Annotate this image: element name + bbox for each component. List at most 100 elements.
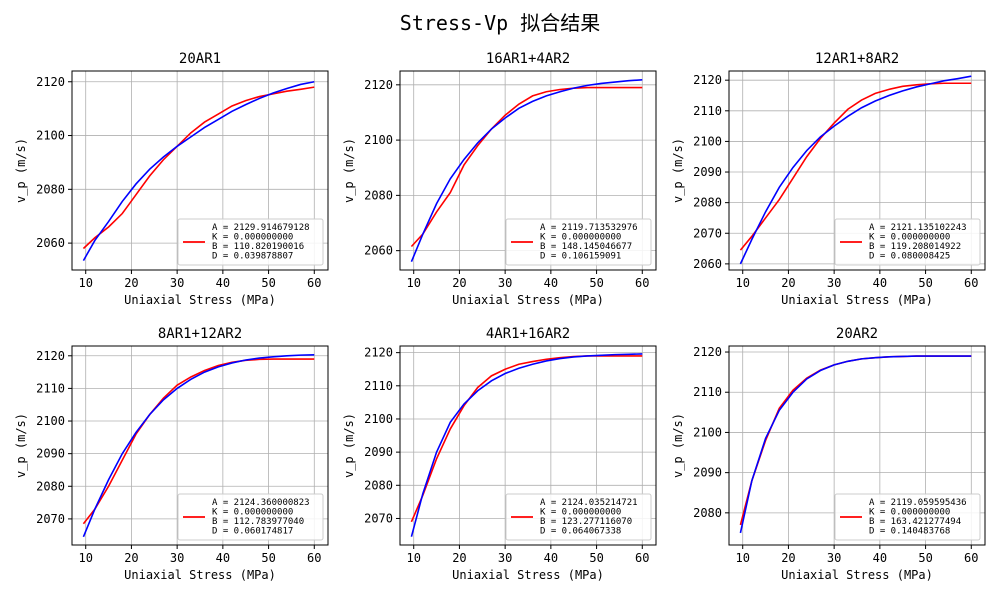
legend-label: K = 0.000000000 bbox=[212, 508, 293, 518]
fit-series-line bbox=[739, 75, 972, 265]
x-tick-label: 20 bbox=[452, 551, 466, 565]
x-tick-label: 40 bbox=[544, 551, 558, 565]
subplot-title: 8AR1+12AR2 bbox=[158, 326, 242, 342]
x-tick-label: 60 bbox=[307, 276, 321, 290]
x-tick-label: 50 bbox=[918, 276, 932, 290]
y-tick-label: 2080 bbox=[36, 479, 65, 493]
x-tick-label: 10 bbox=[78, 551, 92, 565]
y-tick-label: 2120 bbox=[36, 75, 65, 89]
y-tick-label: 2100 bbox=[693, 425, 722, 439]
legend-label: D = 0.106159091 bbox=[540, 252, 621, 262]
subplot: 10 20 30 40 50 60 2070 2080 2090 2100 2110 2120 4AR1… bbox=[342, 326, 657, 582]
y-axis-label: v_p (m/s) bbox=[342, 413, 356, 478]
x-tick-label: 20 bbox=[124, 551, 138, 565]
y-tick-label: 2120 bbox=[36, 349, 65, 363]
fit-series-line bbox=[739, 355, 972, 534]
x-tick-label: 40 bbox=[873, 551, 887, 565]
x-tick-label: 60 bbox=[635, 276, 649, 290]
y-tick-label: 2090 bbox=[364, 445, 393, 459]
legend-box bbox=[505, 493, 652, 541]
axes-frame bbox=[71, 70, 329, 271]
subplot-title: 20AR2 bbox=[836, 326, 878, 342]
x-tick-label: 50 bbox=[261, 276, 275, 290]
y-axis-label: v_p (m/s) bbox=[671, 413, 685, 478]
subplot-title: 20AR1 bbox=[179, 51, 221, 67]
legend-box bbox=[177, 493, 324, 541]
y-tick-label: 2120 bbox=[364, 78, 393, 92]
x-tick-label: 10 bbox=[406, 276, 420, 290]
legend-box bbox=[834, 218, 981, 266]
y-tick-label: 2080 bbox=[693, 506, 722, 520]
legend-box bbox=[505, 218, 652, 266]
legend-label: D = 0.039878807 bbox=[212, 252, 293, 262]
legend-label: A = 2119.713532976 bbox=[540, 223, 638, 233]
figure-title: Stress-Vp 拟合结果 bbox=[400, 11, 600, 35]
x-tick-label: 50 bbox=[589, 551, 603, 565]
x-tick-label: 10 bbox=[735, 551, 749, 565]
legend-label: B = 119.208014922 bbox=[869, 242, 961, 252]
y-tick-label: 2060 bbox=[364, 244, 393, 258]
y-tick-label: 2080 bbox=[364, 188, 393, 202]
subplot: 10 20 30 40 50 60 2070 2080 2090 2100 2110 2120 8AR1… bbox=[14, 326, 329, 582]
axes-frame bbox=[728, 345, 986, 546]
y-tick-label: 2110 bbox=[36, 381, 65, 395]
legend-label: B = 163.421277494 bbox=[869, 517, 961, 527]
y-tick-label: 2070 bbox=[36, 512, 65, 526]
x-tick-label: 60 bbox=[307, 551, 321, 565]
y-tick-label: 2120 bbox=[364, 346, 393, 360]
fit-series-line bbox=[410, 353, 643, 537]
legend-label: B = 110.820190016 bbox=[212, 242, 304, 252]
y-tick-label: 2060 bbox=[36, 236, 65, 250]
y-tick-label: 2100 bbox=[36, 414, 65, 428]
legend-label: A = 2121.135102243 bbox=[869, 223, 967, 233]
y-axis-label: v_p (m/s) bbox=[14, 138, 28, 203]
y-tick-label: 2110 bbox=[693, 104, 722, 118]
x-tick-label: 20 bbox=[781, 551, 795, 565]
y-tick-label: 2070 bbox=[693, 226, 722, 240]
subplot: 10 20 30 40 50 60 2060 2070 2080 2090 2100 2110 2120… bbox=[671, 51, 986, 307]
y-tick-label: 2120 bbox=[693, 73, 722, 87]
fit-series-line bbox=[82, 80, 315, 261]
legend-label: K = 0.000000000 bbox=[540, 508, 621, 518]
subplot: 10 20 30 40 50 60 2060 2080 2100 2120 20AR1 Uniaxia… bbox=[14, 51, 329, 307]
subplot-title: 4AR1+16AR2 bbox=[486, 326, 570, 342]
x-tick-label: 30 bbox=[170, 276, 184, 290]
legend-label: B = 148.145046677 bbox=[540, 242, 632, 252]
y-tick-label: 2100 bbox=[364, 412, 393, 426]
measured-series-line bbox=[410, 86, 643, 248]
subplot: 10 20 30 40 50 60 2080 2090 2100 2110 2120 20AR2 Uni… bbox=[671, 326, 986, 582]
x-tick-label: 40 bbox=[216, 276, 230, 290]
y-tick-label: 2120 bbox=[693, 345, 722, 359]
y-tick-label: 2080 bbox=[36, 182, 65, 196]
y-tick-label: 2100 bbox=[36, 129, 65, 143]
y-tick-label: 2100 bbox=[364, 133, 393, 147]
x-tick-label: 10 bbox=[735, 276, 749, 290]
legend-label: D = 0.080008425 bbox=[869, 252, 950, 262]
y-tick-label: 2080 bbox=[364, 478, 393, 492]
x-tick-label: 30 bbox=[498, 276, 512, 290]
legend-label: B = 123.277116070 bbox=[540, 517, 632, 527]
y-tick-label: 2070 bbox=[364, 511, 393, 525]
fit-series-line bbox=[82, 354, 315, 538]
legend-label: K = 0.000000000 bbox=[869, 233, 950, 243]
y-axis-label: v_p (m/s) bbox=[342, 138, 356, 203]
legend-label: D = 0.064067338 bbox=[540, 527, 621, 537]
x-axis-label: Uniaxial Stress (MPa) bbox=[781, 568, 933, 582]
legend-label: D = 0.140483768 bbox=[869, 527, 950, 537]
y-tick-label: 2090 bbox=[693, 466, 722, 480]
legend-label: A = 2124.035214721 bbox=[540, 498, 638, 508]
y-axis-label: v_p (m/s) bbox=[671, 138, 685, 203]
measured-series-line bbox=[82, 86, 315, 250]
legend-label: A = 2124.360000823 bbox=[212, 498, 310, 508]
x-tick-label: 20 bbox=[124, 276, 138, 290]
y-tick-label: 2110 bbox=[693, 385, 722, 399]
subplot: 10 20 30 40 50 60 2060 2080 2100 2120 16AR1+4AR2 Un… bbox=[342, 51, 657, 307]
legend-label: D = 0.060174817 bbox=[212, 527, 293, 537]
y-tick-label: 2090 bbox=[36, 447, 65, 461]
x-tick-label: 40 bbox=[216, 551, 230, 565]
axes-frame bbox=[728, 70, 986, 271]
x-tick-label: 10 bbox=[78, 276, 92, 290]
legend-label: K = 0.000000000 bbox=[212, 233, 293, 243]
